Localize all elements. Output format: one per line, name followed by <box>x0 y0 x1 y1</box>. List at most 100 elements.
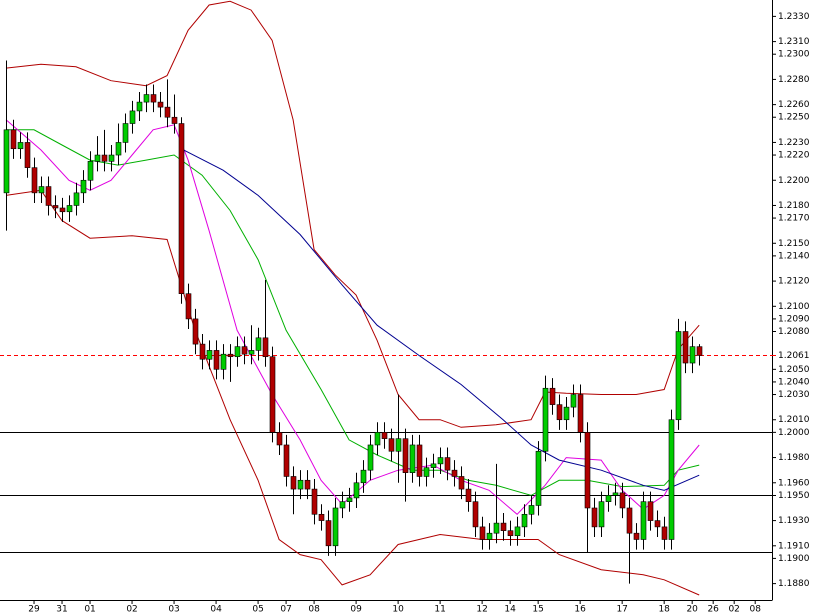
candle-body <box>80 179 87 194</box>
level-label: 1.1950 <box>778 491 810 501</box>
candle-body <box>10 129 17 150</box>
candle-body <box>136 101 143 112</box>
x-tick-label: 10 <box>392 605 404 614</box>
candle-body <box>605 495 612 502</box>
x-tick-label: 15 <box>532 605 543 614</box>
x-tick-label: 05 <box>252 605 263 614</box>
y-tick-label: 1.2010 <box>778 415 810 425</box>
candle-body <box>500 522 507 531</box>
candle-body <box>255 337 262 351</box>
candle-body <box>73 192 80 206</box>
candle-body <box>66 205 73 213</box>
x-tick-label: 08 <box>749 605 761 614</box>
candle-body <box>493 522 500 534</box>
y-tick-label: 1.1930 <box>778 516 810 526</box>
candle-body <box>241 346 248 355</box>
candle-body <box>577 394 584 433</box>
candle-body <box>654 520 661 528</box>
candle-body <box>619 492 626 509</box>
price-label: 1.2061 <box>778 351 810 361</box>
candle-body <box>542 387 549 452</box>
candle-body <box>185 293 192 320</box>
candle-body <box>108 154 115 162</box>
candle-body <box>430 463 437 468</box>
candle-body <box>178 123 185 294</box>
candle-body <box>633 532 640 540</box>
y-tick-label: 1.2180 <box>778 201 810 211</box>
candle-body <box>570 394 577 408</box>
x-tick-label: 29 <box>28 605 40 614</box>
y-tick-label: 1.1880 <box>778 579 810 589</box>
candle-body <box>101 154 108 162</box>
y-tick-label: 1.2000 <box>778 428 810 438</box>
candle-body <box>276 432 283 446</box>
indicator-line <box>5 0 700 428</box>
candle-body <box>325 520 332 547</box>
candle-body <box>304 479 311 490</box>
candle-body <box>206 350 213 360</box>
y-tick-label: 1.2080 <box>778 327 810 337</box>
candle-body <box>437 457 444 465</box>
candle-body <box>17 142 24 150</box>
candle-body <box>31 167 38 194</box>
candle-body <box>423 467 430 477</box>
candle-body <box>52 205 59 209</box>
candle-body <box>311 488 318 515</box>
y-tick-label: 1.2200 <box>778 176 810 186</box>
candle-body <box>143 94 150 103</box>
candle-body <box>234 346 241 358</box>
candle-body <box>248 350 255 355</box>
plot-area <box>3 0 703 596</box>
x-tick-label: 18 <box>658 605 670 614</box>
candle-body <box>563 406 570 421</box>
candle-body <box>444 457 451 471</box>
x-tick-label: 07 <box>280 605 291 614</box>
x-tick-label: 03 <box>168 605 179 614</box>
candle-body <box>689 346 696 364</box>
candle-body <box>290 476 297 490</box>
x-tick-label: 11 <box>434 605 445 614</box>
candle-body <box>59 207 66 213</box>
candle-body <box>584 432 591 509</box>
candle-body <box>332 507 339 547</box>
candle-body <box>451 469 458 477</box>
candle-body <box>38 186 45 194</box>
candle-body <box>220 353 227 370</box>
y-tick-label: 1.2120 <box>778 277 810 287</box>
candle-body <box>150 94 157 103</box>
candle-body <box>367 444 374 471</box>
candle-body <box>395 438 402 452</box>
candle-body <box>416 444 423 477</box>
candle-body <box>122 123 129 143</box>
x-tick-label: 12 <box>476 605 487 614</box>
candle-body <box>486 532 493 540</box>
y-tick-label: 1.2280 <box>778 75 810 85</box>
y-tick-label: 1.1910 <box>778 541 810 551</box>
x-tick-label: 26 <box>707 605 719 614</box>
candle-body <box>640 501 647 540</box>
candle-body <box>556 404 563 421</box>
indicator-line <box>180 148 700 491</box>
candle-body <box>479 526 486 540</box>
axes: 1.2330 1.2310 1.2300 1.2280 1.2260 1.2250 1.22… <box>0 0 810 614</box>
x-tick-label: 02 <box>126 605 137 614</box>
candle-body <box>521 513 528 528</box>
x-tick-label: 08 <box>308 605 320 614</box>
candle-body <box>535 450 542 506</box>
indicator-line <box>5 189 700 596</box>
y-tick-label: 1.2260 <box>778 100 810 110</box>
candle-body <box>157 101 164 108</box>
y-tick-label: 1.2330 <box>778 12 810 22</box>
candle-body <box>626 507 633 534</box>
y-tick-label: 1.2100 <box>778 302 810 312</box>
candle-body <box>409 444 416 473</box>
candle-body <box>318 513 325 521</box>
candle-body <box>528 505 535 515</box>
y-tick-label: 1.2030 <box>778 390 810 400</box>
candle-body <box>171 116 178 124</box>
y-tick-label: 1.2310 <box>778 37 810 47</box>
x-tick-label: 02 <box>728 605 739 614</box>
candle-body <box>346 497 353 502</box>
x-tick-label: 04 <box>210 605 222 614</box>
